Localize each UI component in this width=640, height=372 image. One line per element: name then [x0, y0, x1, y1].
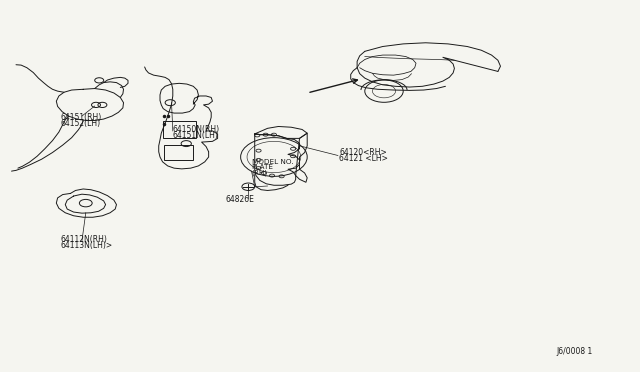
Text: MODEL NO.: MODEL NO.	[252, 159, 293, 165]
Text: 64826E: 64826E	[225, 195, 254, 204]
Text: 64112N(RH): 64112N(RH)	[61, 235, 108, 244]
Text: 64152(LH): 64152(LH)	[61, 119, 101, 128]
Text: (RH): (RH)	[252, 170, 268, 176]
Text: 64151N(LH): 64151N(LH)	[173, 131, 219, 140]
Text: 64113N(LH)>: 64113N(LH)>	[61, 241, 113, 250]
Text: PLATE: PLATE	[252, 164, 273, 170]
Text: J6/0008 1: J6/0008 1	[557, 347, 593, 356]
Text: 64150N(RH): 64150N(RH)	[173, 125, 220, 134]
Text: 64120<RH>: 64120<RH>	[339, 148, 387, 157]
Text: 64151(RH): 64151(RH)	[61, 113, 102, 122]
Text: 64121 <LH>: 64121 <LH>	[339, 154, 388, 163]
